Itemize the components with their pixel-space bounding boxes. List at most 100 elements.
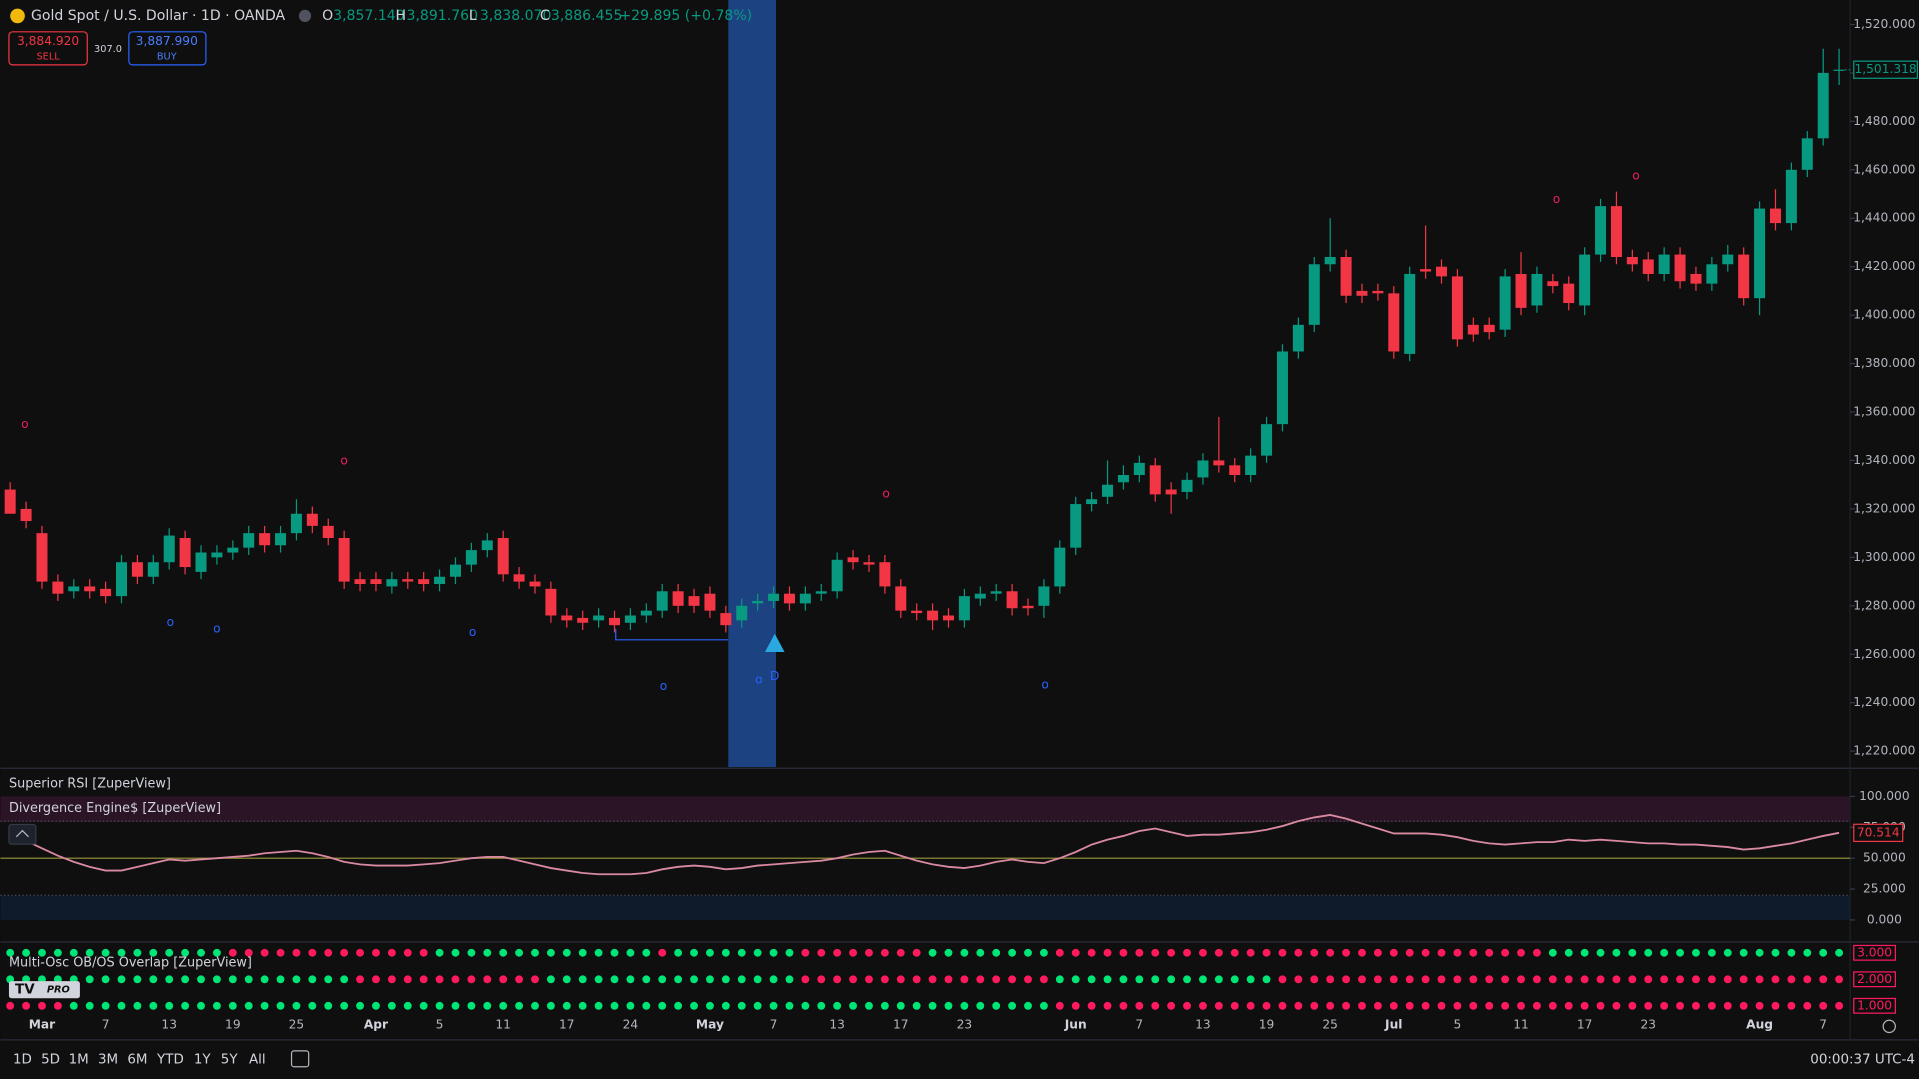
- candle-body: [1292, 324, 1304, 352]
- settings-button[interactable]: [1882, 1019, 1896, 1034]
- spread: 307.0: [94, 44, 122, 55]
- state-dot: [865, 1001, 873, 1010]
- range-button[interactable]: 5D: [41, 1052, 60, 1067]
- candle-body: [52, 581, 64, 594]
- state-dot: [483, 948, 492, 957]
- state-dot: [1771, 975, 1780, 984]
- range-button[interactable]: All: [249, 1052, 266, 1067]
- candle-body: [974, 593, 986, 599]
- sell-label[interactable]: SELL: [36, 51, 60, 62]
- state-dot: [1580, 975, 1589, 984]
- state-dot: [578, 975, 587, 984]
- buy-label[interactable]: BUY: [157, 51, 177, 62]
- state-dot: [642, 1001, 651, 1010]
- state-dot: [1024, 1001, 1032, 1010]
- state-dot: [1294, 1001, 1303, 1010]
- range-button[interactable]: 5Y: [221, 1052, 239, 1067]
- range-button[interactable]: YTD: [156, 1052, 184, 1067]
- state-dot: [1230, 948, 1239, 957]
- state-dot: [117, 948, 126, 957]
- state-dot: [244, 975, 253, 984]
- state-dot: [1024, 975, 1032, 984]
- candle-body: [1404, 273, 1416, 354]
- buy-price[interactable]: 3,887.990: [136, 34, 198, 48]
- state-dot: [1612, 975, 1621, 984]
- state-dot: [483, 975, 492, 984]
- candle-body: [1420, 269, 1432, 272]
- state-dot: [546, 1001, 555, 1010]
- candle-body: [911, 610, 923, 614]
- state-dot: [244, 948, 253, 957]
- candle-body: [1754, 208, 1766, 299]
- state-dot: [1310, 948, 1319, 957]
- candle-body: [1499, 276, 1511, 330]
- state-dot: [403, 1001, 412, 1010]
- y-tick-label: 1,460.000: [1853, 162, 1915, 176]
- state-dot: [1771, 948, 1780, 957]
- candle-body: [1245, 455, 1257, 476]
- state-dot: [1278, 975, 1287, 984]
- candle-body: [1372, 290, 1384, 294]
- state-dot: [197, 948, 205, 957]
- state-dot: [1803, 948, 1812, 957]
- state-dot: [1342, 948, 1350, 957]
- x-tick-label: 19: [1259, 1018, 1275, 1032]
- state-dot: [1389, 948, 1398, 957]
- range-button[interactable]: 3M: [98, 1052, 118, 1067]
- sell-price[interactable]: 3,884.920: [17, 34, 79, 48]
- collapse-button[interactable]: [8, 823, 37, 845]
- buy-button[interactable]: [128, 31, 207, 66]
- candle-body: [275, 533, 287, 546]
- toolbar: 1D 5D 1M 3M 6M YTD 1Y 5Y All: [13, 1052, 266, 1067]
- candle-body: [1276, 351, 1288, 425]
- state-dot: [1707, 948, 1716, 957]
- candle-body: [529, 581, 541, 587]
- state-dot: [1135, 975, 1144, 984]
- candle-body: [624, 615, 636, 623]
- candle-body: [259, 533, 271, 546]
- state-dot: [53, 1001, 62, 1010]
- signal-marker: o: [1553, 192, 1560, 206]
- state-dot: [769, 1001, 778, 1010]
- state-dot: [849, 948, 857, 957]
- state-dot: [1119, 975, 1128, 984]
- state-dot: [435, 948, 444, 957]
- state-dot: [515, 1001, 524, 1010]
- state-dot: [928, 1001, 937, 1010]
- state-dot: [260, 948, 269, 957]
- state-dot: [1437, 975, 1446, 984]
- state-dot: [308, 975, 317, 984]
- state-dot: [1055, 975, 1064, 984]
- candle-body: [131, 562, 143, 577]
- state-dot: [1628, 1001, 1637, 1010]
- x-tick-label: May: [696, 1018, 724, 1032]
- state-dot: [626, 948, 635, 957]
- state-dot: [896, 975, 905, 984]
- signal-marker: o: [340, 454, 347, 468]
- state-dot: [1199, 1001, 1207, 1010]
- state-dot: [1421, 948, 1430, 957]
- state-dot: [499, 1001, 508, 1010]
- state-dot: [1819, 948, 1828, 957]
- x-tick-label: 17: [1577, 1018, 1593, 1032]
- date-range-button[interactable]: [290, 1050, 310, 1068]
- range-button[interactable]: 1Y: [194, 1052, 212, 1067]
- state-dot: [531, 948, 539, 957]
- x-tick-label: 11: [1513, 1018, 1529, 1032]
- collapse-icon[interactable]: [15, 829, 29, 838]
- sell-button[interactable]: [8, 31, 88, 66]
- candle-body: [1086, 499, 1098, 505]
- candle-body: [1102, 484, 1114, 497]
- y-tick-label: 1,520.000: [1853, 17, 1915, 31]
- ohlc-label: H: [396, 8, 407, 24]
- state-dot: [1326, 975, 1335, 984]
- y-tick-label: 1,380.000: [1853, 356, 1915, 370]
- state-dot: [228, 1001, 237, 1010]
- candle-body: [1483, 324, 1495, 333]
- marks: 1,220.000 1,240.000 1,260.000 1,280.000 1,30…: [0, 17, 1918, 1032]
- range-button[interactable]: 6M: [127, 1052, 147, 1067]
- range-button[interactable]: 1M: [69, 1052, 89, 1067]
- range-button[interactable]: 1D: [13, 1052, 32, 1067]
- candle-body: [1388, 293, 1400, 352]
- state-dot: [896, 1001, 905, 1010]
